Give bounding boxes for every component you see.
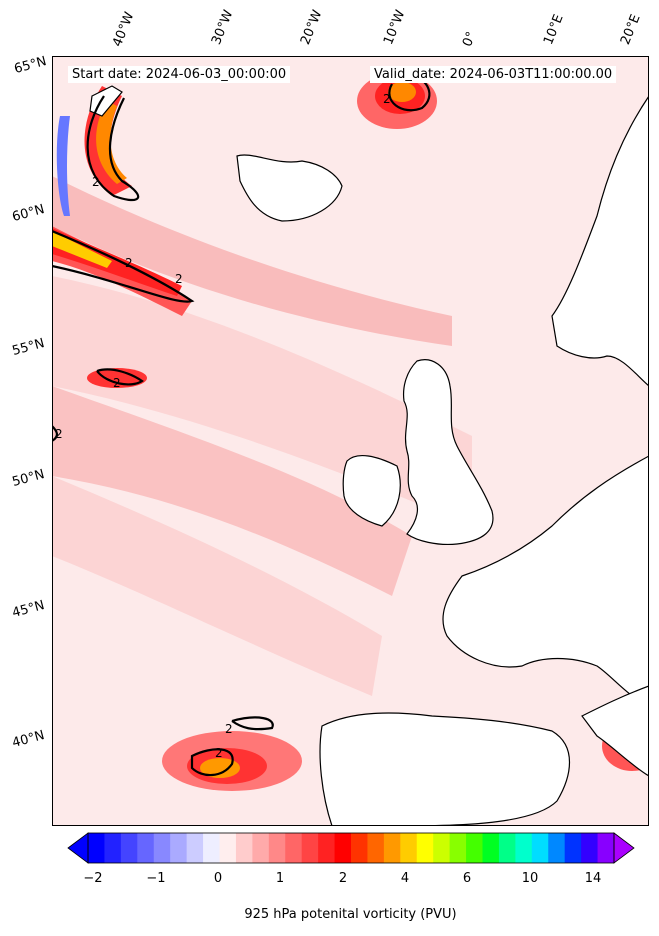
colorbar-extend-high (613, 832, 635, 864)
lat-label: 50°N (10, 467, 47, 490)
colorbar-cell (318, 833, 336, 863)
pv-2-contours (52, 74, 431, 777)
contour-label: 2 (175, 272, 183, 286)
colorbar-cell (367, 833, 385, 863)
pv-field-map (52, 73, 649, 826)
contour-label: 2 (383, 92, 391, 106)
colorbar-cell (301, 833, 319, 863)
colorbar-cell (498, 833, 516, 863)
lon-label: 20°W (298, 8, 326, 47)
colorbar-label: 925 hPa potenital vorticity (PVU) (244, 907, 457, 922)
colorbar-cell (581, 833, 599, 863)
contour-label: 2 (92, 175, 100, 189)
colorbar-cell (170, 833, 188, 863)
colorbar-cell (597, 833, 615, 863)
lon-label: 30°W (209, 8, 237, 47)
contour-label: 2 (113, 376, 121, 390)
colorbar-tick: 0 (213, 871, 223, 886)
lat-label: 45°N (10, 598, 47, 621)
lat-label: 55°N (10, 336, 47, 359)
colorbar-tick: −1 (146, 871, 166, 886)
colorbar-cell (548, 833, 566, 863)
colorbar-cell (137, 833, 155, 863)
lat-label: 60°N (10, 202, 47, 225)
colorbar-outline (87, 832, 615, 864)
colorbar-cell (449, 833, 467, 863)
colorbar (67, 832, 635, 864)
colorbar-tick: 4 (400, 871, 410, 886)
lon-label: 10°W (381, 8, 409, 47)
colorbar-cell (268, 833, 286, 863)
land-masses (89, 85, 649, 826)
lat-label: 65°N (12, 54, 49, 77)
colorbar-cell (564, 833, 582, 863)
colorbar-extend-low (67, 832, 89, 864)
colorbar-cell (252, 833, 270, 863)
colorbar-cell (235, 833, 253, 863)
colorbar-cell (104, 833, 122, 863)
colorbar-tick: 10 (521, 871, 539, 886)
colorbar-tick: 1 (275, 871, 285, 886)
colorbar-cell (334, 833, 352, 863)
colorbar-cell (433, 833, 451, 863)
colorbar-cell (351, 833, 368, 863)
contour-label: 2 (55, 427, 63, 441)
lon-label: 10°E (541, 12, 567, 47)
lon-label: 20°E (618, 12, 644, 47)
lon-label: 40°W (110, 10, 138, 49)
colorbar-tick: 14 (584, 871, 602, 886)
colorbar-cells (88, 833, 615, 863)
lon-label: 0° (460, 29, 480, 49)
colorbar-tick: 2 (338, 871, 348, 886)
colorbar-cell (416, 833, 434, 863)
colorbar-cell (120, 833, 138, 863)
colorbar-cell (219, 833, 237, 863)
pv-shading (52, 73, 649, 791)
colorbar-cell (482, 833, 500, 863)
lat-label: 40°N (10, 728, 47, 751)
colorbar-cell (285, 833, 303, 863)
colorbar-cell (515, 833, 533, 863)
colorbar-tick: −2 (83, 871, 103, 886)
colorbar-cell (186, 833, 204, 863)
colorbar-cell (88, 833, 105, 863)
colorbar-cell (383, 833, 401, 863)
colorbar-tick: 6 (462, 871, 472, 886)
colorbar-cell (203, 833, 220, 863)
contour-label: 2 (125, 256, 133, 270)
colorbar-cell (466, 833, 483, 863)
colorbar-cell (153, 833, 171, 863)
contour-label: 2 (225, 722, 233, 736)
colorbar-cell (531, 833, 549, 863)
start-date-label: Start date: 2024-06-03_00:00:00 (68, 66, 291, 83)
map-panel (52, 56, 649, 826)
colorbar-cell (400, 833, 418, 863)
contour-label: 2 (215, 746, 223, 760)
valid-date-label: Valid_date: 2024-06-03T11:00:00.00 (370, 66, 617, 83)
